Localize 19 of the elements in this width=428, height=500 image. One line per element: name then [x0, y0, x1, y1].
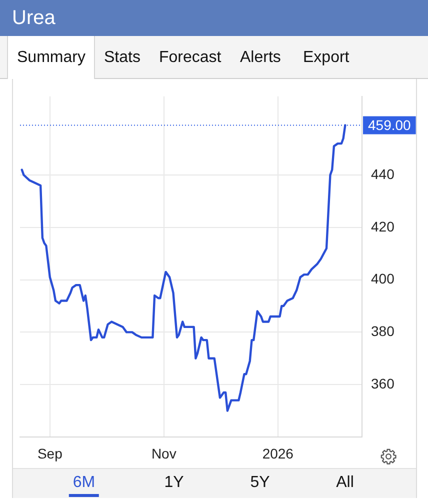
ref-line-label: 459.00 — [368, 117, 412, 134]
range-button[interactable]: 5Y — [250, 472, 270, 494]
tab[interactable]: Stats — [104, 36, 140, 79]
y-tick-label: 360 — [371, 375, 395, 392]
x-tick-label: Sep — [37, 445, 63, 462]
range-button[interactable]: All — [336, 472, 354, 494]
tab[interactable]: Export — [303, 36, 350, 79]
x-tick-label: 2026 — [262, 445, 294, 462]
tab[interactable]: Forecast — [159, 36, 222, 79]
y-tick-label: 420 — [371, 218, 395, 234]
x-tick-label: Nov — [151, 445, 176, 462]
y-tick-label: 380 — [371, 323, 395, 340]
tab[interactable]: Alerts — [240, 36, 281, 79]
range-button[interactable]: 1Y — [164, 472, 184, 494]
chart-title: Urea — [12, 6, 56, 30]
y-tick-label: 400 — [371, 270, 395, 287]
tab[interactable]: Summary — [7, 36, 96, 79]
range-button[interactable]: 6M — [68, 472, 100, 497]
y-tick-label: 440 — [371, 166, 395, 182]
